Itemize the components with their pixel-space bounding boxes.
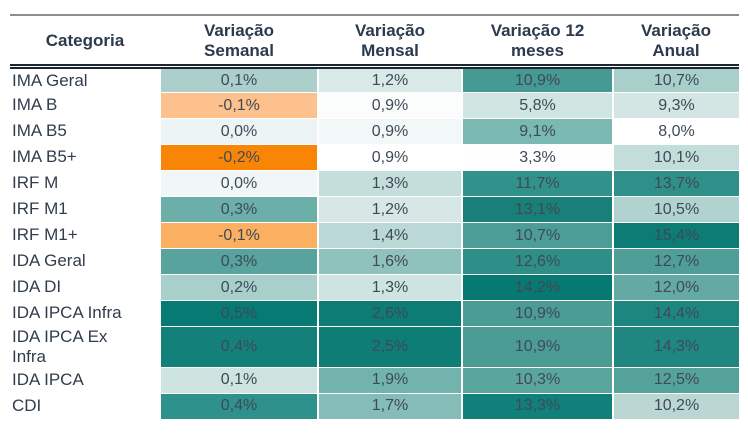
value-cell: 0,9% (317, 92, 462, 120)
value-cell: 9,1% (461, 118, 613, 146)
value-cell: 1,7% (317, 393, 462, 420)
value-cell: 14,3% (612, 326, 739, 368)
value-cell: 13,1% (461, 196, 613, 224)
value-cell: 11,7% (461, 170, 613, 198)
value-cell: 1,2% (317, 196, 462, 224)
value-cell: 1,3% (317, 274, 462, 302)
table-row: IMA Geral 0,1% 1,2% 10,9% 10,7% (10, 66, 739, 94)
category-cell: IRF M (10, 170, 160, 197)
value-cell: 12,6% (461, 248, 613, 276)
category-cell: IDA Geral (10, 248, 160, 275)
category-cell: IMA B5 (10, 118, 160, 145)
value-cell: 1,6% (317, 248, 462, 276)
value-cell: 0,1% (159, 66, 318, 94)
value-cell: 2,6% (317, 300, 462, 328)
value-cell: 0,3% (159, 248, 318, 276)
column-header-variacao-anual: Variação Anual (613, 14, 739, 70)
column-header-variacao-semanal: Variação Semanal (160, 14, 318, 70)
table-row: IDA Geral 0,3% 1,6% 12,6% 12,7% (10, 248, 739, 276)
category-cell: IDA IPCA Infra (10, 300, 160, 327)
category-cell: IRF M1 (10, 196, 160, 223)
table-row: IMA B5 0,0% 0,9% 9,1% 8,0% (10, 118, 739, 146)
table-header: Categoria Variação Semanal Variação Mens… (10, 14, 739, 70)
category-cell: IDA IPCA (10, 367, 160, 394)
column-header-categoria: Categoria (10, 14, 160, 70)
value-cell: 0,4% (159, 393, 318, 420)
value-cell: 1,3% (317, 170, 462, 198)
value-cell: 3,3% (461, 144, 613, 172)
table-row: IDA DI 0,2% 1,3% 14,2% 12,0% (10, 274, 739, 302)
category-cell: IDA DI (10, 274, 160, 301)
value-cell: 5,8% (461, 92, 613, 120)
table-row: IDA IPCA Ex Infra 0,4% 2,5% 10,9% 14,3% (10, 326, 739, 368)
value-cell: 14,4% (612, 300, 739, 328)
value-cell: 10,2% (612, 393, 739, 420)
category-cell: IRF M1+ (10, 222, 160, 249)
table-row: IRF M 0,0% 1,3% 11,7% 13,7% (10, 170, 739, 198)
value-cell: 0,0% (159, 118, 318, 146)
value-cell: 10,5% (612, 196, 739, 224)
value-cell: 12,0% (612, 274, 739, 302)
value-cell: 0,3% (159, 196, 318, 224)
value-cell: 10,3% (461, 367, 613, 394)
table-row: IDA IPCA Infra 0,5% 2,6% 10,9% 14,4% (10, 300, 739, 328)
value-cell: 0,9% (317, 144, 462, 172)
value-cell: 0,0% (159, 170, 318, 198)
category-cell: CDI (10, 393, 160, 420)
table-row: IDA IPCA 0,1% 1,9% 10,3% 12,5% (10, 367, 739, 394)
value-cell: 1,4% (317, 222, 462, 250)
value-cell: 10,7% (612, 66, 739, 94)
value-cell: 13,3% (461, 393, 613, 420)
value-cell: 2,5% (317, 326, 462, 368)
value-cell: 0,2% (159, 274, 318, 302)
value-cell: 10,1% (612, 144, 739, 172)
value-cell: -0,2% (159, 144, 318, 172)
table-row: IMA B5+ -0,2% 0,9% 3,3% 10,1% (10, 144, 739, 172)
value-cell: 9,3% (612, 92, 739, 120)
table-row: IRF M1+ -0,1% 1,4% 10,7% 15,4% (10, 222, 739, 250)
value-cell: 10,9% (461, 66, 613, 94)
category-cell: IMA Geral (10, 66, 160, 93)
value-cell: -0,1% (159, 222, 318, 250)
value-cell: 10,9% (461, 300, 613, 328)
value-cell: 0,1% (159, 367, 318, 394)
value-cell: 12,5% (612, 367, 739, 394)
value-cell: 13,7% (612, 170, 739, 198)
value-cell: -0,1% (159, 92, 318, 120)
value-cell: 0,5% (159, 300, 318, 328)
table-body: IMA Geral 0,1% 1,2% 10,9% 10,7% IMA B -0,1% 0,9… (10, 66, 739, 420)
header-row: Categoria Variação Semanal Variação Mens… (10, 14, 739, 70)
table-row: IMA B -0,1% 0,9% 5,8% 9,3% (10, 92, 739, 120)
value-cell: 12,7% (612, 248, 739, 276)
value-cell: 10,7% (461, 222, 613, 250)
value-cell: 1,9% (317, 367, 462, 394)
category-cell: IMA B (10, 92, 160, 119)
value-cell: 0,9% (317, 118, 462, 146)
value-cell: 10,9% (461, 326, 613, 368)
table-row: IRF M1 0,3% 1,2% 13,1% 10,5% (10, 196, 739, 224)
variation-heatmap-table: Categoria Variação Semanal Variação Mens… (10, 14, 739, 420)
value-cell: 8,0% (612, 118, 739, 146)
value-cell: 15,4% (612, 222, 739, 250)
table-row: CDI 0,4% 1,7% 13,3% 10,2% (10, 393, 739, 420)
category-cell: IDA IPCA Ex Infra (10, 326, 160, 368)
value-cell: 14,2% (461, 274, 613, 302)
value-cell: 0,4% (159, 326, 318, 368)
column-header-variacao-mensal: Variação Mensal (318, 14, 462, 70)
column-header-variacao-12-meses: Variação 12 meses (462, 14, 613, 70)
value-cell: 1,2% (317, 66, 462, 94)
category-cell: IMA B5+ (10, 144, 160, 171)
